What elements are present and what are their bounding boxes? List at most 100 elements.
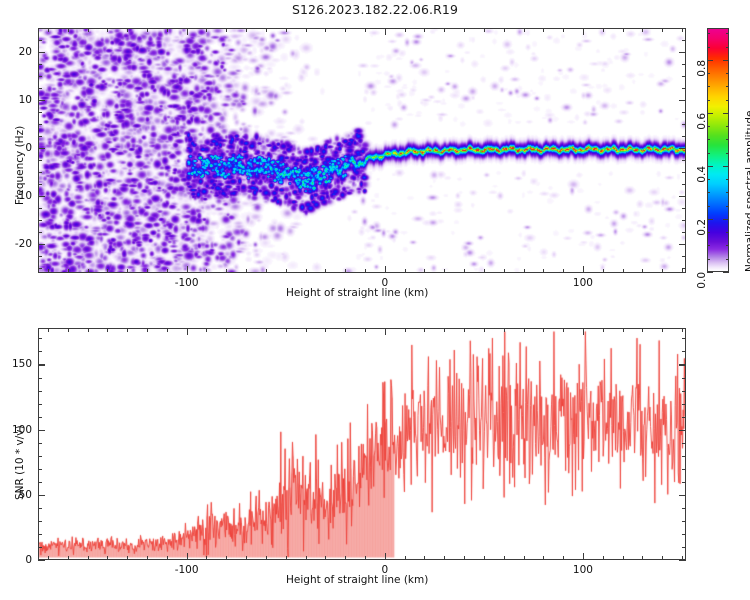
- x-minor-tick: [404, 28, 406, 32]
- x-minor-tick: [305, 269, 307, 273]
- y-minor-tick: [38, 546, 42, 548]
- x-minor-tick: [682, 28, 684, 32]
- x-minor-tick: [127, 28, 129, 32]
- y-minor-tick: [38, 64, 42, 66]
- x-tick-label: 0: [381, 277, 389, 289]
- y-minor-tick: [682, 256, 686, 258]
- x-minor-tick: [622, 328, 624, 332]
- y-minor-tick: [682, 533, 686, 535]
- snr-line-series: [39, 329, 685, 559]
- x-minor-tick: [146, 556, 148, 560]
- y-minor-tick: [682, 416, 686, 418]
- x-minor-tick: [226, 328, 228, 332]
- x-minor-tick: [87, 269, 89, 273]
- x-minor-tick: [444, 328, 446, 332]
- y-tick-label: 50: [18, 488, 32, 501]
- colorbar-minor-tick: [726, 179, 729, 181]
- y-minor-tick: [682, 40, 686, 41]
- x-minor-tick: [107, 28, 109, 32]
- x-minor-tick: [47, 556, 49, 560]
- y-minor-tick: [38, 172, 42, 174]
- x-minor-tick: [345, 28, 347, 32]
- colorbar-tick: [707, 165, 713, 168]
- x-minor-tick: [345, 328, 347, 332]
- colorbar-minor-tick: [707, 73, 710, 75]
- y-tick-label: 10: [18, 94, 32, 107]
- colorbar-minor-tick: [707, 126, 710, 128]
- y-minor-tick: [682, 160, 686, 162]
- y-tick: [38, 494, 45, 497]
- x-minor-tick: [166, 28, 168, 32]
- y-tick: [38, 196, 45, 198]
- snr-x-axis-label: Height of straight line (km): [286, 574, 429, 586]
- x-minor-tick: [602, 556, 604, 560]
- y-tick-label: 100: [11, 423, 32, 436]
- y-tick: [38, 148, 45, 150]
- x-minor-tick: [146, 269, 148, 273]
- figure-title: S126.2023.182.22.06.R19: [291, 2, 459, 17]
- x-minor-tick: [107, 556, 109, 560]
- x-minor-tick: [662, 28, 664, 32]
- y-tick: [679, 494, 686, 497]
- y-minor-tick: [682, 268, 686, 270]
- x-tick: [186, 328, 188, 335]
- x-minor-tick: [206, 28, 208, 32]
- x-minor-tick: [523, 269, 525, 273]
- x-minor-tick: [67, 328, 69, 332]
- y-minor-tick: [682, 76, 686, 78]
- x-minor-tick: [543, 28, 545, 32]
- x-minor-tick: [285, 269, 287, 273]
- x-minor-tick: [246, 556, 248, 560]
- colorbar-tick: [707, 112, 713, 115]
- x-minor-tick: [325, 556, 327, 560]
- y-tick: [38, 364, 45, 366]
- y-minor-tick: [38, 76, 42, 78]
- x-minor-tick: [265, 28, 267, 32]
- colorbar-minor-tick: [726, 126, 729, 128]
- x-minor-tick: [523, 328, 525, 332]
- x-minor-tick: [265, 556, 267, 560]
- x-minor-tick: [87, 328, 89, 332]
- x-tick: [384, 266, 386, 273]
- x-minor-tick: [642, 556, 644, 560]
- y-minor-tick: [38, 136, 42, 138]
- x-tick: [582, 328, 585, 335]
- x-minor-tick: [503, 28, 505, 32]
- x-minor-tick: [246, 269, 248, 273]
- x-minor-tick: [424, 28, 426, 32]
- y-minor-tick: [38, 455, 42, 457]
- x-minor-tick: [622, 28, 624, 32]
- x-minor-tick: [87, 28, 89, 32]
- colorbar-minor-tick: [726, 205, 729, 207]
- colorbar-minor-tick: [726, 245, 729, 247]
- x-minor-tick: [563, 328, 565, 332]
- x-minor-tick: [464, 269, 466, 273]
- x-minor-tick: [424, 269, 426, 273]
- colorbar-tick: [723, 165, 729, 168]
- x-minor-tick: [503, 556, 505, 560]
- x-minor-tick: [444, 28, 446, 32]
- x-minor-tick: [602, 28, 604, 32]
- x-minor-tick: [305, 28, 307, 32]
- x-minor-tick: [404, 269, 406, 273]
- snr-plot: [38, 328, 686, 560]
- y-minor-tick: [38, 481, 42, 483]
- x-minor-tick: [107, 328, 109, 332]
- colorbar-minor-tick: [726, 139, 729, 141]
- x-minor-tick: [602, 328, 604, 332]
- x-minor-tick: [166, 556, 168, 560]
- x-tick: [186, 553, 188, 560]
- x-minor-tick: [206, 269, 208, 273]
- x-minor-tick: [483, 556, 485, 560]
- y-minor-tick: [38, 268, 42, 270]
- spectrogram-plot: [38, 28, 686, 273]
- x-minor-tick: [523, 28, 525, 32]
- x-minor-tick: [226, 28, 228, 32]
- y-minor-tick: [38, 232, 42, 234]
- colorbar-minor-tick: [726, 192, 729, 194]
- x-minor-tick: [364, 328, 366, 332]
- spectrogram-y-axis-label: Frequency (Hz): [14, 125, 26, 205]
- y-minor-tick: [682, 468, 686, 470]
- y-tick: [38, 244, 45, 246]
- y-minor-tick: [38, 416, 42, 418]
